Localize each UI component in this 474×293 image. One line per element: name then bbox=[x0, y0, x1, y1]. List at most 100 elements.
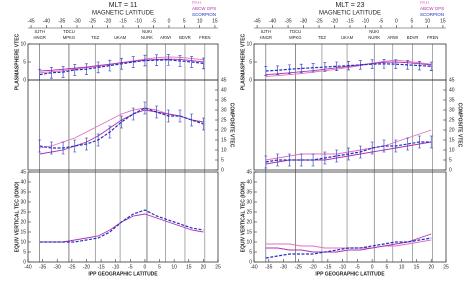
station-label: HNGR bbox=[34, 35, 46, 40]
panel-column: MLT = 11 MAGNETIC LATITUDE -45 -40 -35 -30 -25… bbox=[14, 0, 234, 277]
error-bar bbox=[166, 54, 170, 66]
y-tick-label: 30 bbox=[449, 107, 455, 113]
y-tick-label: 0 bbox=[249, 77, 252, 83]
y-tick-label: 10 bbox=[246, 239, 252, 245]
y-tick-label: 30 bbox=[20, 199, 26, 205]
error-bar bbox=[429, 135, 433, 149]
y-tick-label: 45 bbox=[20, 169, 26, 175]
legend-entry: PAH bbox=[420, 0, 429, 5]
x-tick-label: -35 bbox=[39, 264, 46, 270]
top-axis-label: MAGNETIC LATITUDE bbox=[319, 11, 381, 17]
error-bar bbox=[335, 61, 339, 71]
error-bar bbox=[61, 66, 65, 78]
y-tick-label: 35 bbox=[246, 189, 252, 195]
top-tick-label: -20 bbox=[104, 18, 111, 24]
chart-title: MLT = 11 bbox=[109, 2, 138, 9]
error-bar bbox=[370, 59, 374, 69]
y-tick-label: 20 bbox=[20, 219, 26, 225]
x-tick-label: -35 bbox=[265, 264, 272, 270]
x-tick-label: 25 bbox=[215, 264, 221, 270]
top-tick-label: 10 bbox=[197, 18, 203, 24]
top-tick-label: -30 bbox=[300, 18, 307, 24]
x-tick-label: 5 bbox=[158, 264, 161, 270]
y-axis-label: PLASMASPHERE VTEC bbox=[14, 33, 20, 90]
series-line bbox=[265, 239, 432, 249]
y-tick-label: 15 bbox=[246, 229, 252, 235]
series-line bbox=[39, 213, 204, 243]
error-bar bbox=[382, 139, 386, 153]
error-bar bbox=[335, 149, 339, 163]
y-tick-label: 10 bbox=[221, 147, 227, 153]
y-tick-label: 20 bbox=[449, 127, 455, 133]
x-tick-label: -5 bbox=[128, 264, 133, 270]
station-label: FREN bbox=[427, 35, 438, 40]
x-tick-label: 10 bbox=[171, 264, 177, 270]
error-bar bbox=[299, 153, 303, 167]
y-tick-label: 5 bbox=[449, 157, 452, 163]
top-tick-label: -45 bbox=[253, 18, 260, 24]
x-tick-label: -30 bbox=[280, 264, 287, 270]
error-bar bbox=[264, 155, 268, 169]
station-label: SJTH bbox=[261, 29, 271, 34]
error-bar bbox=[84, 63, 88, 75]
error-bar bbox=[323, 151, 327, 165]
error-bar bbox=[155, 105, 159, 119]
y-tick-label: 10 bbox=[20, 41, 26, 47]
chart-title: MLT = 23 bbox=[335, 2, 364, 9]
y-axis-label: EQUIV VERTICAL TEC (IONO) bbox=[14, 181, 20, 252]
top-tick-label: -10 bbox=[135, 18, 142, 24]
y-tick-label: 45 bbox=[449, 77, 455, 83]
panel-column: MLT = 23 MAGNETIC LATITUDE -45 -40 -35 -30 -25… bbox=[240, 0, 462, 277]
x-tick-label: 20 bbox=[428, 264, 434, 270]
y-tick-label: 35 bbox=[449, 97, 455, 103]
x-tick-label: -15 bbox=[97, 264, 104, 270]
error-bar bbox=[178, 109, 182, 123]
x-tick-label: 20 bbox=[201, 264, 207, 270]
error-bar bbox=[276, 65, 280, 75]
station-label: SJTH bbox=[34, 29, 44, 34]
error-bar bbox=[190, 113, 194, 127]
error-bar bbox=[323, 62, 327, 72]
top-tick-label: -15 bbox=[346, 18, 353, 24]
station-label: BDVR bbox=[407, 35, 419, 40]
y-tick-label: 35 bbox=[221, 97, 227, 103]
error-bar bbox=[276, 153, 280, 167]
y-tick-label: 40 bbox=[20, 179, 26, 185]
y-tick-label: 25 bbox=[20, 209, 26, 215]
station-label: BDVR bbox=[179, 35, 191, 40]
error-bar bbox=[120, 115, 124, 129]
station-label: UKAM bbox=[341, 35, 354, 40]
error-bar bbox=[190, 56, 194, 68]
panel-frame bbox=[27, 171, 219, 263]
top-tick-label: 5 bbox=[411, 18, 414, 24]
y-tick-label: 30 bbox=[246, 199, 252, 205]
x-tick-label: -15 bbox=[324, 264, 331, 270]
error-bar bbox=[358, 145, 362, 159]
x-tick-label: 10 bbox=[399, 264, 405, 270]
y-tick-label: 45 bbox=[246, 169, 252, 175]
error-bar bbox=[287, 64, 291, 74]
legend-entry: PAH bbox=[192, 0, 201, 5]
y-tick-label: 0 bbox=[249, 259, 252, 265]
legend-entry: ABCW GPS bbox=[420, 6, 444, 11]
station-label: NURK bbox=[368, 35, 380, 40]
y-tick-label: 10 bbox=[20, 239, 26, 245]
y-tick-label: 15 bbox=[20, 229, 26, 235]
station-label: NUKI bbox=[142, 29, 152, 34]
panel-frame bbox=[253, 79, 447, 171]
top-tick-label: -5 bbox=[379, 18, 384, 24]
y-tick-label: 15 bbox=[221, 137, 227, 143]
top-tick-label: -5 bbox=[151, 18, 156, 24]
panel-frame bbox=[253, 171, 447, 263]
y-tick-label: 20 bbox=[246, 219, 252, 225]
error-bar bbox=[311, 153, 315, 167]
error-bar bbox=[417, 60, 421, 71]
error-bar bbox=[120, 58, 124, 70]
y-tick-label: 15 bbox=[449, 137, 455, 143]
error-bar bbox=[108, 125, 112, 139]
error-bar bbox=[143, 54, 147, 67]
error-bar bbox=[131, 56, 135, 68]
station-label: MPKG bbox=[289, 35, 301, 40]
error-bar bbox=[347, 60, 351, 71]
y-tick-label: 25 bbox=[449, 117, 455, 123]
